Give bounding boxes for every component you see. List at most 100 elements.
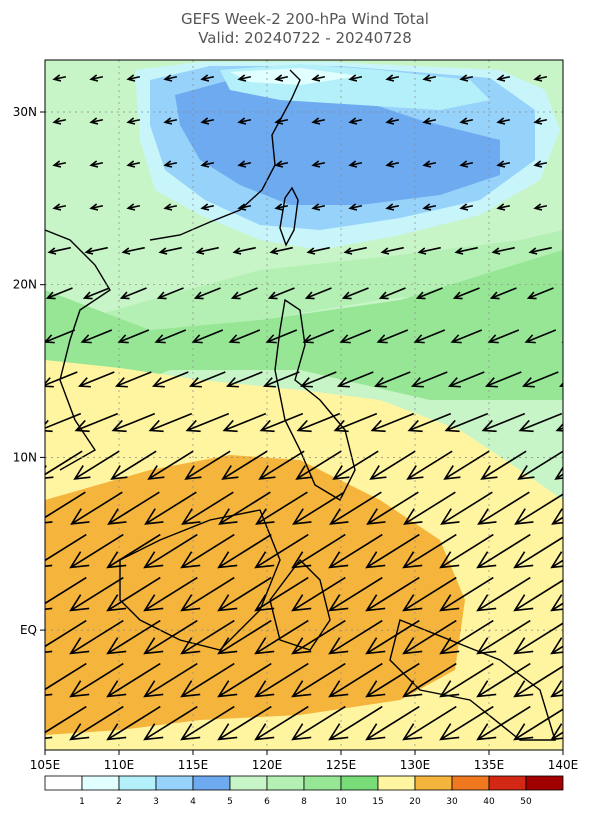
lat-label: EQ xyxy=(20,623,37,637)
colorbar-label: 5 xyxy=(227,797,233,807)
colorbar-label: 4 xyxy=(190,797,196,807)
wind-arrow xyxy=(402,662,457,698)
wind-arrow xyxy=(413,329,446,344)
wind-arrow xyxy=(454,246,478,255)
wind-arrow xyxy=(302,329,335,344)
wind-arrow xyxy=(195,246,219,255)
wind-arrow xyxy=(496,117,511,125)
wind-arrow xyxy=(114,371,152,388)
wind-arrow xyxy=(222,412,267,433)
wind-arrow xyxy=(484,371,522,388)
wind-arrow xyxy=(385,160,400,168)
wind-arrow xyxy=(341,287,369,300)
lon-label: 125E xyxy=(326,758,357,772)
wind-arrow xyxy=(69,662,124,698)
wind-arrow xyxy=(480,450,527,480)
wind-arrow xyxy=(45,619,87,654)
wind-arrow xyxy=(514,493,563,525)
wind-arrow xyxy=(191,329,224,344)
wind-arrow xyxy=(232,246,256,255)
wind-arrow xyxy=(143,576,198,612)
wind-arrow xyxy=(52,117,67,125)
wind-arrow xyxy=(121,246,145,255)
wind-arrow xyxy=(45,576,87,611)
wind-arrow xyxy=(258,450,305,480)
wind-arrow xyxy=(47,246,71,255)
wind-arrow xyxy=(518,412,563,433)
wind-arrow xyxy=(422,160,437,168)
wind-arrow xyxy=(237,117,252,125)
wind-arrow xyxy=(110,450,157,480)
wind-arrow xyxy=(476,705,531,741)
wind-arrow xyxy=(487,329,520,344)
wind-arrow xyxy=(230,287,258,300)
wind-arrow xyxy=(218,491,271,525)
wind-arrow xyxy=(188,371,226,388)
field-band xyxy=(175,80,500,205)
colorbar-label: 20 xyxy=(409,797,421,807)
wind-arrow xyxy=(69,619,124,655)
wind-arrow xyxy=(45,491,86,524)
wind-arrow xyxy=(237,74,252,82)
wind-arrow xyxy=(513,622,563,655)
wind-arrow xyxy=(265,329,298,344)
wind-arrow xyxy=(476,576,531,612)
wind-arrow xyxy=(52,74,67,82)
wind-arrow xyxy=(491,246,515,255)
wind-arrow xyxy=(163,117,178,125)
colorbar-box xyxy=(488,775,527,791)
wind-arrow xyxy=(274,160,289,168)
wind-arrow xyxy=(407,412,452,433)
wind-arrow xyxy=(550,680,563,698)
colorbar-box xyxy=(451,775,490,791)
wind-arrow xyxy=(89,160,104,168)
wind-arrow xyxy=(274,203,289,211)
wind-arrow xyxy=(459,203,474,211)
wind-arrow xyxy=(526,287,554,300)
coastline xyxy=(389,619,556,741)
wind-arrow xyxy=(84,246,108,255)
colorbar-box xyxy=(525,775,564,791)
wind-arrow xyxy=(45,533,87,568)
wind-arrow xyxy=(106,662,161,698)
wind-arrow xyxy=(254,533,309,569)
lon-label: 135E xyxy=(474,758,505,772)
colorbar-box xyxy=(229,775,268,791)
wind-arrow xyxy=(163,160,178,168)
wind-arrow xyxy=(274,74,289,82)
wind-arrow xyxy=(254,662,309,698)
wind-arrow xyxy=(262,371,300,388)
wind-arrow xyxy=(496,74,511,82)
lon-label: 120E xyxy=(252,758,283,772)
wind-arrow xyxy=(119,287,147,300)
coastline xyxy=(149,69,301,241)
wind-arrow xyxy=(521,371,559,388)
colorbar-label: 8 xyxy=(301,797,307,807)
wind-arrow xyxy=(450,329,483,344)
wind-arrow xyxy=(566,288,590,299)
wind-arrow xyxy=(533,117,548,125)
map-field xyxy=(45,60,590,750)
wind-arrow xyxy=(440,491,493,525)
wind-arrow xyxy=(193,287,221,300)
wind-arrow xyxy=(533,203,548,211)
wind-arrow xyxy=(311,117,326,125)
wind-arrow xyxy=(274,117,289,125)
wind-arrow xyxy=(126,74,141,82)
colorbar-label: 3 xyxy=(153,797,159,807)
wind-arrow xyxy=(550,551,563,569)
colorbar-box xyxy=(414,775,453,791)
wind-arrow xyxy=(291,576,346,612)
wind-arrow xyxy=(476,662,531,698)
wind-arrow xyxy=(496,203,511,211)
lon-label: 105E xyxy=(30,758,61,772)
wind-arrow xyxy=(415,287,443,300)
colorbar-label: 2 xyxy=(116,797,122,807)
wind-arrow xyxy=(147,450,194,480)
lat-label: 30N xyxy=(13,105,37,119)
wind-arrow xyxy=(296,412,341,433)
wind-arrow xyxy=(73,450,120,480)
wind-arrow xyxy=(259,412,304,433)
wind-arrow xyxy=(74,412,119,433)
